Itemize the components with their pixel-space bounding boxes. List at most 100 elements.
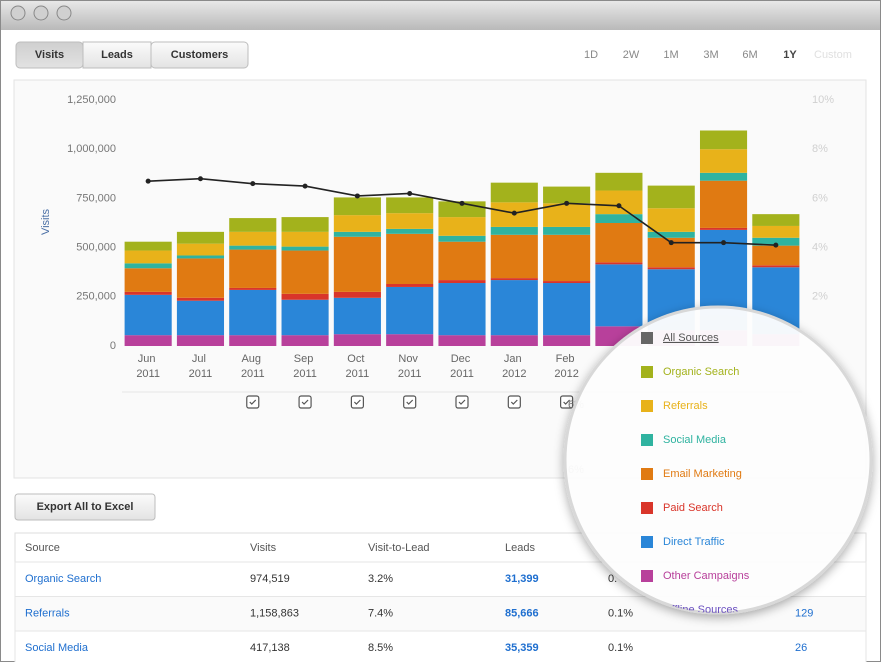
legend-label[interactable]: Offline Sources: [663, 604, 739, 616]
legend-all[interactable]: All Sources: [663, 332, 719, 344]
x-tick-label: Jun 2011: [136, 353, 160, 380]
bar-segment: [595, 172, 643, 191]
table-cell[interactable]: 85,666: [505, 607, 539, 619]
range-option[interactable]: 2W: [623, 49, 640, 61]
legend-label[interactable]: Referrals: [663, 400, 708, 412]
trend-point: [250, 181, 256, 187]
range-option[interactable]: Custom: [814, 49, 852, 61]
x-tick-label: Dec 2011: [450, 353, 474, 380]
table-cell[interactable]: 129: [795, 607, 813, 619]
table-cell[interactable]: Referrals: [25, 607, 70, 619]
close-button[interactable]: [10, 5, 26, 21]
bar-segment: [333, 291, 381, 298]
bar-segment: [229, 287, 277, 290]
table-cell: 0.1%: [608, 607, 633, 619]
bar-segment: [752, 225, 800, 238]
bar-segment: [595, 262, 643, 265]
table-cell: 0.1%: [608, 642, 633, 654]
title-bar: [1, 1, 880, 30]
table-cell[interactable]: Social Media: [25, 642, 89, 654]
legend-label[interactable]: Social Media: [663, 434, 727, 446]
trend-point: [407, 190, 413, 196]
bar-segment: [543, 283, 591, 336]
export-button-label[interactable]: Export All to Excel: [37, 501, 134, 513]
trend-point: [616, 203, 622, 209]
legend-label[interactable]: Paid Search: [663, 502, 723, 514]
bar-segment: [595, 190, 643, 215]
bar-segment: [281, 293, 329, 300]
bar-segment: [333, 334, 381, 346]
trend-point: [197, 176, 203, 182]
bar-segment: [543, 226, 591, 235]
bar-segment: [438, 283, 486, 336]
event-icon[interactable]: [455, 395, 469, 409]
table-cell: 974,519: [250, 573, 290, 585]
table-header-cell: Source: [25, 542, 60, 554]
bar-segment: [752, 245, 800, 266]
trend-point: [459, 200, 465, 206]
bar-segment: [543, 234, 591, 282]
table-cell[interactable]: 31,399: [505, 573, 539, 585]
event-icon[interactable]: [560, 395, 574, 409]
trend-point: [354, 193, 360, 199]
legend-label[interactable]: Organic Search: [663, 366, 739, 378]
bar-segment: [386, 334, 434, 346]
tab-button[interactable]: [150, 41, 249, 69]
range-option[interactable]: 6M: [742, 49, 757, 61]
event-icon[interactable]: [403, 395, 417, 409]
table-cell[interactable]: Organic Search: [25, 573, 101, 585]
bar-segment: [176, 297, 225, 301]
legend-swatch: [641, 400, 653, 412]
legend-label[interactable]: Direct Traffic: [663, 536, 725, 548]
event-icon[interactable]: [507, 395, 521, 409]
bar-segment: [438, 280, 486, 284]
y-tick-label: 1,250,000: [67, 94, 116, 106]
bar-segment: [124, 241, 172, 251]
bar-segment: [752, 265, 800, 268]
y-tick-label: 1,000,000: [67, 143, 116, 155]
bar-segment: [595, 214, 643, 223]
table-cell[interactable]: 26: [795, 642, 807, 654]
bar-segment: [176, 300, 225, 336]
bar-segment: [229, 218, 277, 232]
x-tick-label: Sep 2011: [293, 353, 317, 380]
bar-segment: [176, 258, 225, 298]
table-cell: 3.2%: [368, 573, 393, 585]
range-option[interactable]: 1M: [663, 49, 678, 61]
legend-swatch: [641, 332, 653, 344]
table-cell[interactable]: 35,359: [505, 642, 539, 654]
y-tick-label: 750,000: [76, 192, 116, 204]
tab-button[interactable]: [82, 41, 152, 69]
bar-segment: [124, 294, 172, 336]
tab-label[interactable]: Visits: [35, 49, 64, 61]
zoom-button[interactable]: [56, 5, 72, 21]
legend-swatch: [641, 468, 653, 480]
bar-segment: [438, 335, 486, 346]
event-icon[interactable]: [246, 395, 260, 409]
y-axis-title: Visits: [40, 208, 52, 235]
y-tick-label: 250,000: [76, 291, 116, 303]
table-cell: 0.: [608, 573, 617, 585]
range-option[interactable]: 1Y: [783, 49, 797, 61]
event-icon[interactable]: [298, 395, 312, 409]
legend-label[interactable]: Other Campaigns: [663, 570, 750, 582]
range-option[interactable]: 3M: [703, 49, 718, 61]
minimize-button[interactable]: [33, 5, 49, 21]
event-icon-check: [510, 399, 518, 405]
bar-segment: [595, 223, 643, 263]
y2-tick-label: 2%: [812, 291, 828, 303]
tab-label[interactable]: Customers: [171, 49, 228, 61]
range-option[interactable]: 1D: [584, 49, 598, 61]
legend-swatch: [641, 570, 653, 582]
export-button[interactable]: [14, 493, 156, 521]
legend-label[interactable]: Email Marketing: [663, 468, 742, 480]
trend-point: [145, 178, 151, 184]
tab-label[interactable]: Leads: [101, 49, 133, 61]
event-icon-check: [458, 399, 466, 405]
bar-segment: [490, 226, 538, 235]
bar-segment: [543, 186, 591, 204]
bar-segment: [490, 234, 538, 279]
bar-segment: [281, 217, 329, 232]
bar-segment: [333, 215, 381, 232]
event-icon[interactable]: [350, 395, 364, 409]
